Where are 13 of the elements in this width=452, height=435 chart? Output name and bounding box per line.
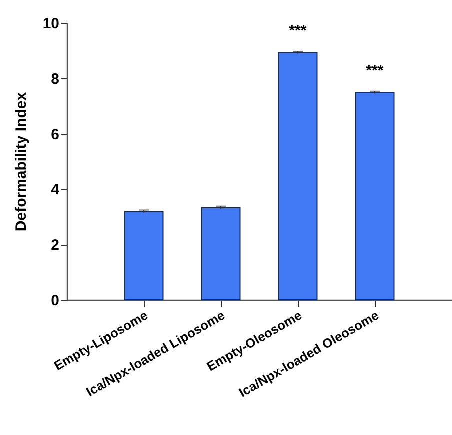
y-tick-label: 8 xyxy=(51,70,60,88)
y-tick-label: 0 xyxy=(51,292,60,310)
y-axis-title: Deformability Index xyxy=(12,92,30,232)
bar xyxy=(278,52,318,300)
y-tick-label: 2 xyxy=(51,237,60,254)
annotation: *** xyxy=(289,22,307,40)
y-tick-label: 4 xyxy=(51,182,60,199)
y-tick-label: 6 xyxy=(51,126,60,144)
bar xyxy=(201,207,241,300)
annotation: *** xyxy=(366,62,384,80)
y-tick-label: 10 xyxy=(42,16,60,32)
bar xyxy=(355,92,395,300)
bar xyxy=(124,211,164,300)
